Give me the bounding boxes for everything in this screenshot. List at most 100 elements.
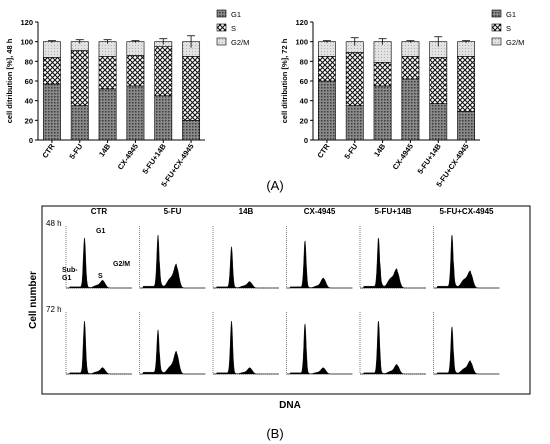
legend-label: S — [231, 24, 236, 33]
legend-swatch — [491, 37, 502, 46]
bar-g1 — [401, 78, 420, 141]
bar-g1 — [126, 85, 145, 141]
x-tick-label: CX-4945 — [391, 142, 415, 171]
legend-swatch — [216, 9, 227, 18]
chart-72h: 0 20 40 60 80 100 120 cell ditribution [%], 72 … — [280, 9, 524, 189]
bar-s — [401, 56, 420, 80]
dna-histogram — [66, 320, 132, 375]
dna-histogram — [139, 234, 206, 289]
legend-swatch — [216, 37, 227, 46]
peak-label: G2/M — [113, 261, 130, 268]
y-tick-label: 100 — [20, 38, 33, 47]
bar-s — [317, 56, 336, 82]
x-tick-label: 14B — [97, 142, 113, 159]
legend-label: G1 — [231, 10, 241, 19]
y-tick-label: 40 — [25, 97, 33, 106]
bar-g2m — [42, 41, 61, 58]
peak-label-line: G1 — [62, 275, 71, 282]
dna-histogram — [213, 320, 279, 375]
y-tick-label: 40 — [300, 97, 308, 106]
legend-label: G2/M — [506, 38, 524, 47]
legend-label: G2/M — [231, 38, 249, 47]
dna-histogram — [433, 326, 500, 375]
bar-g2m — [317, 41, 336, 57]
bar-s — [373, 62, 392, 87]
legend-swatch — [491, 9, 502, 18]
bar-s — [345, 52, 364, 106]
x-tick-label: 5-FU — [342, 142, 359, 161]
y-tick-label: 80 — [300, 57, 308, 66]
legend-swatch — [491, 23, 502, 32]
y-tick-label: 120 — [295, 18, 308, 27]
bar-g1 — [98, 88, 117, 141]
flow-column-title: CTR — [91, 207, 108, 216]
flow-frame — [41, 205, 531, 395]
y-tick-label: 20 — [25, 116, 33, 125]
dna-histogram — [286, 323, 353, 375]
bar-s — [42, 57, 61, 85]
bar-g1 — [154, 95, 173, 141]
panel-a-label: (A) — [266, 178, 283, 193]
bar-g2m — [457, 41, 476, 57]
bar-g1 — [457, 111, 476, 141]
dna-histogram — [360, 320, 426, 375]
dna-histogram — [433, 234, 500, 289]
y-tick-label: 20 — [300, 116, 308, 125]
x-tick-label: 5-FU — [67, 142, 84, 161]
dna-histogram — [139, 329, 206, 375]
bar-s — [154, 46, 173, 97]
y-tick-label: 0 — [29, 136, 33, 145]
x-tick-label: 5-FU+14B — [141, 142, 169, 176]
y-tick-label: 80 — [25, 57, 33, 66]
flow-ylabel: Cell number — [28, 271, 39, 329]
y-tick-label: 0 — [304, 136, 308, 145]
dna-histogram — [66, 237, 132, 289]
flow-column-title: 5-FU+14B — [374, 207, 411, 216]
bar-s — [98, 56, 117, 90]
legend-swatch — [216, 23, 227, 32]
x-tick-label: 5-FU+14B — [416, 142, 444, 176]
bar-s — [429, 57, 448, 104]
y-axis-label: cell ditribution [%], 72 h — [280, 38, 289, 123]
bar-g1 — [345, 105, 364, 141]
bar-g1 — [70, 105, 89, 141]
flow-cytometry-grid: Cell number DNA CTR 5-FU 14B CX-4945 5-FU+14B 5… — [28, 205, 531, 411]
y-tick-label: 60 — [300, 77, 308, 86]
bar-g1 — [429, 103, 448, 141]
bar-g2m — [401, 41, 420, 57]
flow-xlabel: DNA — [279, 400, 301, 411]
dna-histogram — [360, 237, 426, 289]
flow-row-label: 48 h — [46, 219, 62, 228]
bar-s — [457, 56, 476, 112]
bar-s — [70, 50, 89, 106]
peak-label: Sub-G1 — [62, 267, 78, 282]
y-tick-label: 120 — [20, 18, 33, 27]
peak-label: G1 — [96, 228, 105, 235]
dna-histogram — [286, 240, 353, 289]
legend-label: G1 — [506, 10, 516, 19]
y-tick-label: 100 — [295, 38, 308, 47]
x-tick-label: CX-4945 — [116, 142, 140, 171]
legend-label: S — [506, 24, 511, 33]
bar-g1 — [182, 120, 201, 141]
flow-column-title: 14B — [239, 207, 254, 216]
chart-48h: 0 20 40 60 80 100 120 cell ditribution [%], 48 … — [5, 9, 249, 189]
bar-g1 — [317, 80, 336, 141]
flow-row-label: 72 h — [46, 305, 62, 314]
bar-g2m — [98, 41, 117, 57]
flow-column-title: 5-FU+CX-4945 — [439, 207, 494, 216]
flow-column-title: 5-FU — [164, 207, 182, 216]
bar-s — [126, 55, 145, 87]
bar-g2m — [373, 41, 392, 63]
flow-column-title: CX-4945 — [304, 207, 336, 216]
y-axis-label: cell ditribution [%], 48 h — [5, 38, 14, 123]
peak-label: S — [98, 273, 103, 280]
bar-g2m — [126, 41, 145, 56]
bar-s — [182, 56, 201, 121]
dna-histogram — [213, 246, 279, 289]
x-tick-label: CTR — [40, 142, 57, 160]
bar-g1 — [42, 83, 61, 141]
panel-b-label: (B) — [266, 426, 283, 441]
peak-label-line: Sub- — [62, 267, 78, 274]
